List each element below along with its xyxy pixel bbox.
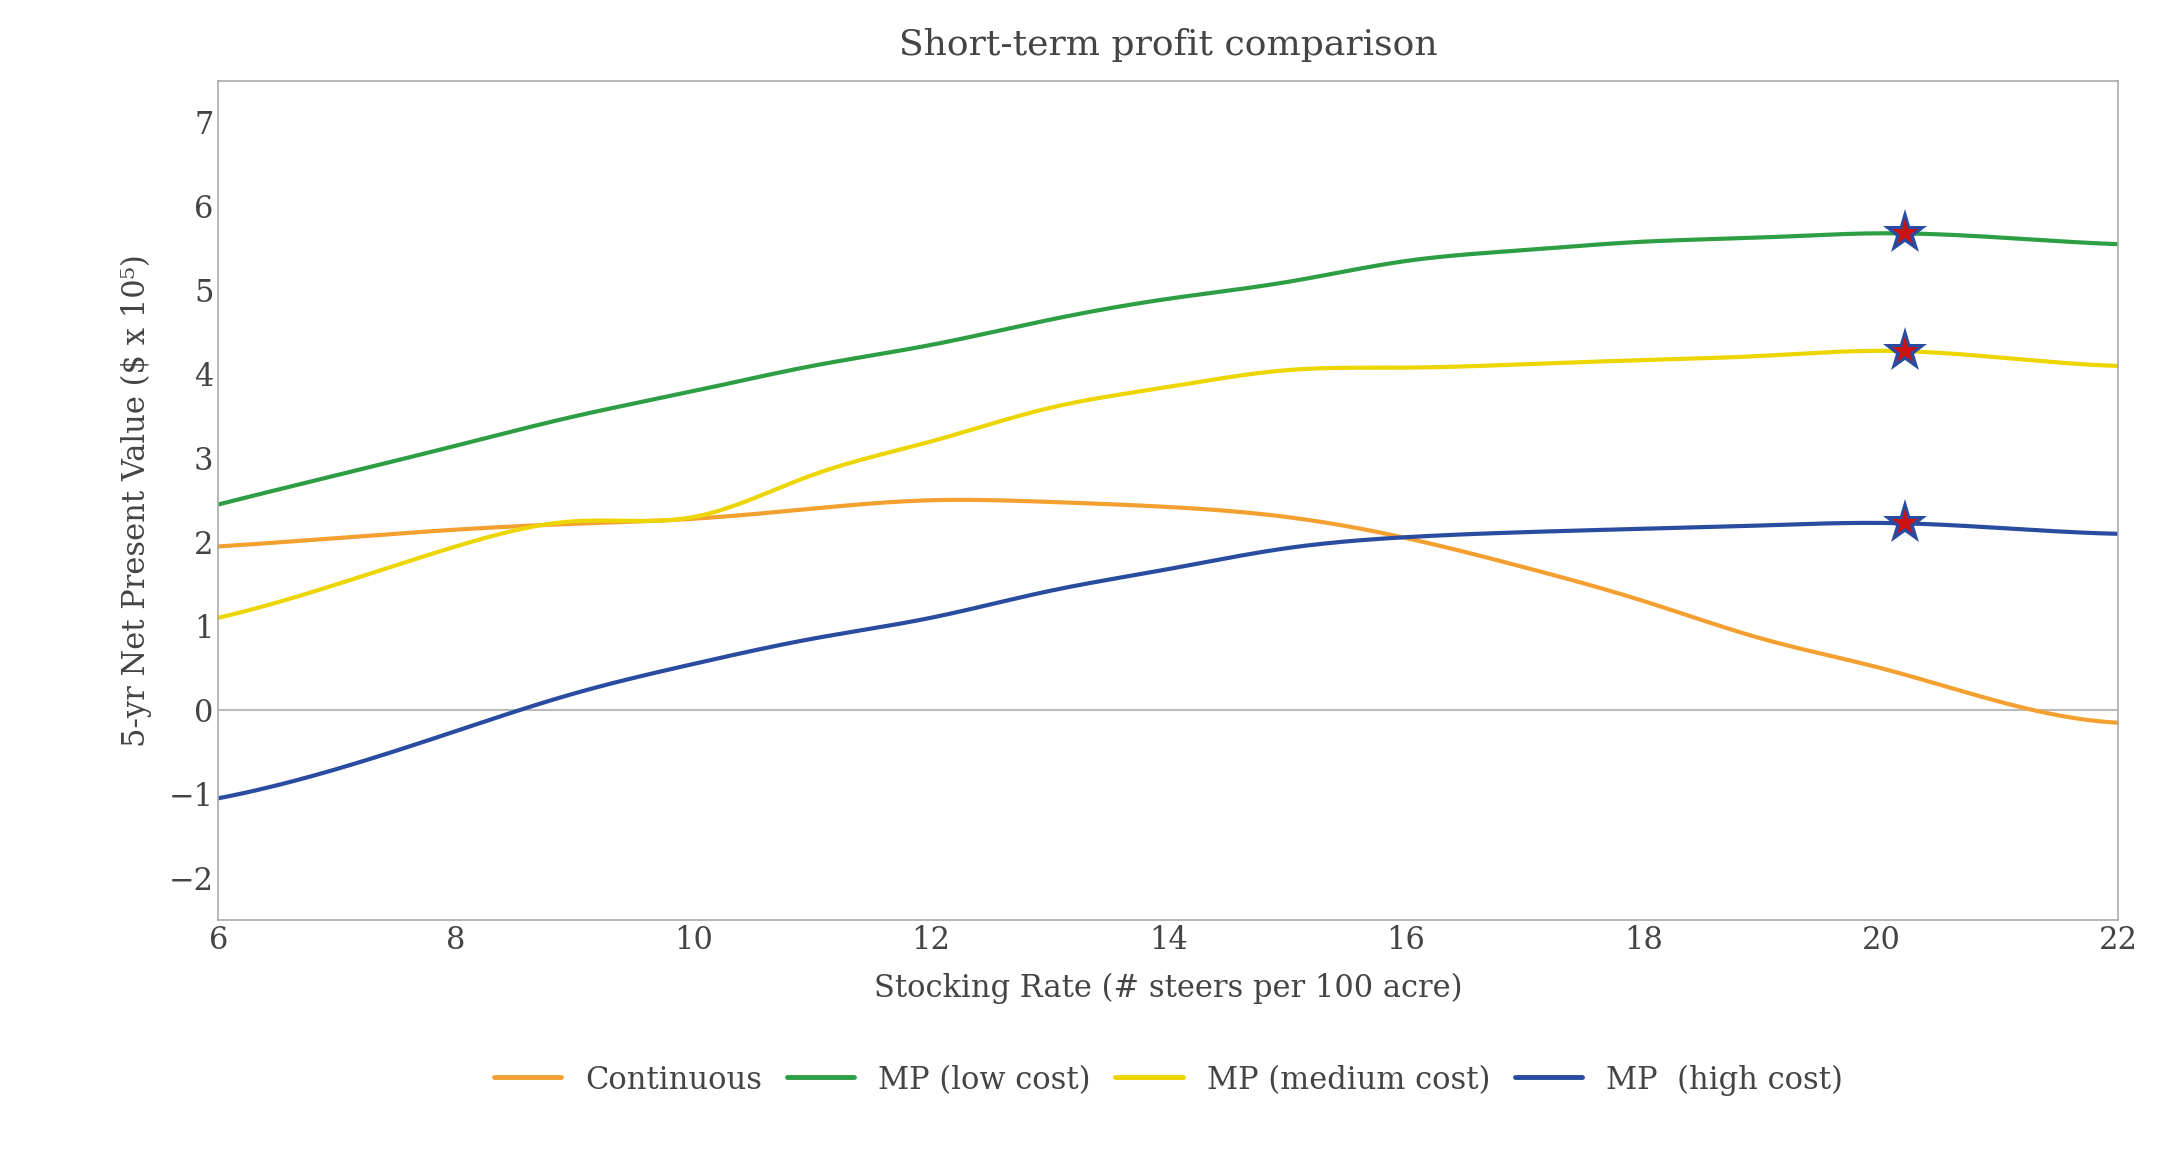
Line: Continuous: Continuous [218,500,2118,722]
Continuous [212,539,238,553]
MP  (high cost) [2105,527,2132,540]
MP (medium cost) [1863,344,1889,358]
Title: Short-term profit comparison: Short-term profit comparison [900,29,1437,62]
Continuous [1343,521,1369,535]
MP (low cost) [1933,228,1959,242]
MP  (high cost) [1330,535,1356,549]
MP  (high cost) [1859,516,1885,530]
MP (low cost) [1806,228,1832,242]
Continuous [948,493,974,507]
MP (medium cost) [2105,359,2132,373]
Line: MP (low cost): MP (low cost) [218,233,2118,505]
Legend: Continuous, MP (low cost), MP (medium cost), MP  (high cost): Continuous, MP (low cost), MP (medium co… [480,1052,1856,1109]
MP  (high cost) [1933,518,1959,531]
MP  (high cost) [205,791,232,805]
Y-axis label: 5-yr Net Present Value ($ x 10⁵): 5-yr Net Present Value ($ x 10⁵) [120,254,153,746]
MP (low cost) [1876,227,1902,240]
MP (low cost) [205,498,232,512]
MP (medium cost) [1933,346,1959,360]
MP (medium cost) [1337,361,1363,375]
MP (medium cost) [1330,361,1356,375]
MP  (high cost) [1337,535,1363,549]
Continuous [2105,715,2132,729]
MP  (high cost) [1367,531,1393,545]
MP  (high cost) [212,790,238,804]
Continuous [1337,520,1363,534]
MP (low cost) [1367,258,1393,271]
MP (low cost) [212,496,238,509]
MP (medium cost) [205,611,232,624]
Continuous [1813,647,1839,661]
MP (medium cost) [1806,346,1832,360]
MP (low cost) [2105,237,2132,251]
Continuous [1374,527,1400,540]
Line: MP (medium cost): MP (medium cost) [218,351,2118,618]
MP (low cost) [1330,264,1356,278]
MP  (high cost) [1806,516,1832,530]
Line: MP  (high cost): MP (high cost) [218,523,2118,798]
X-axis label: Stocking Rate (# steers per 100 acre): Stocking Rate (# steers per 100 acre) [874,973,1463,1004]
MP (low cost) [1337,263,1363,277]
Continuous [205,539,232,553]
Continuous [1933,680,1959,693]
MP (medium cost) [212,610,238,623]
MP (medium cost) [1367,361,1393,375]
